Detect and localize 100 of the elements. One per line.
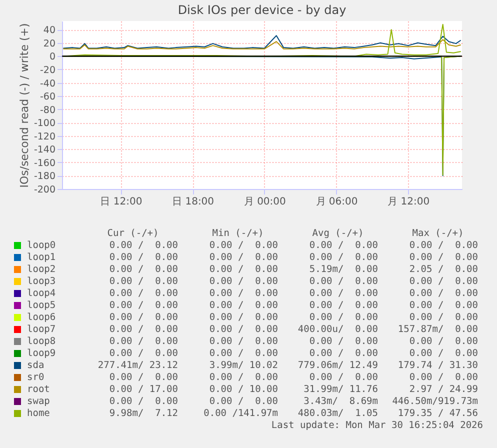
text: 0.00 / 0.00 bbox=[408, 348, 478, 360]
legend-label: loop0 bbox=[27, 240, 57, 252]
text: 5.19m/ 0.00 bbox=[308, 264, 378, 276]
text: 0.00 / 0.00 bbox=[308, 372, 378, 384]
legend-label: loop1 bbox=[27, 252, 57, 264]
text: 0.00 / 0.00 bbox=[208, 276, 278, 288]
text: Max (-/+) bbox=[411, 228, 465, 240]
legend-label: loop5 bbox=[27, 300, 57, 312]
text: 0.00 / 0.00 bbox=[108, 372, 178, 384]
text: 0.00 / 0.00 bbox=[308, 240, 378, 252]
text: 0.00 / 0.00 bbox=[108, 396, 178, 408]
text: 157.87m/ 0.00 bbox=[396, 324, 478, 336]
text: 446.50m/919.73m bbox=[391, 396, 478, 408]
text: 0.00 / 0.00 bbox=[308, 288, 378, 300]
y-tick-label: 0 bbox=[49, 52, 56, 63]
text: 2.05 / 0.00 bbox=[408, 264, 478, 276]
x-tick-label: 日 18:00 bbox=[172, 196, 214, 208]
y-tick-label: -20 bbox=[40, 64, 56, 76]
legend-label: loop3 bbox=[27, 276, 57, 288]
text: 3.43m/ 8.69m bbox=[302, 396, 378, 408]
text: 0.00 / 10.00 bbox=[208, 384, 278, 396]
text: 0.00 / 0.00 bbox=[408, 372, 478, 384]
y-tick-label: -120 bbox=[34, 131, 56, 142]
text: 0.00 / 0.00 bbox=[408, 300, 478, 312]
text: 0.00 / 0.00 bbox=[408, 336, 478, 348]
text: 0.00 / 0.00 bbox=[108, 252, 178, 264]
text: 0.00 / 0.00 bbox=[208, 252, 278, 264]
text: 0.00 / 0.00 bbox=[308, 300, 378, 312]
text: 0.00 / 0.00 bbox=[308, 276, 378, 288]
text: 9.98m/ 7.12 bbox=[108, 408, 178, 420]
x-tick-label: 月 00:00 bbox=[244, 196, 286, 208]
legend-label: sda bbox=[27, 360, 46, 372]
text: 0.00 / 0.00 bbox=[208, 324, 278, 336]
y-axis-title: IOs/second read (-) / write (+) bbox=[18, 23, 31, 188]
text: 0.00 / 0.00 bbox=[408, 276, 478, 288]
legend-label: home bbox=[27, 408, 51, 420]
text: 0.00 / 0.00 bbox=[108, 276, 178, 288]
legend-label: loop9 bbox=[27, 348, 57, 360]
chart-title: Disk IOs per device - by day bbox=[178, 3, 346, 17]
y-tick-label: -100 bbox=[34, 118, 56, 130]
text: 0.00 / 0.00 bbox=[408, 252, 478, 264]
legend-label: sr0 bbox=[27, 372, 46, 384]
text: 0.00 / 0.00 bbox=[208, 336, 278, 348]
text: 0.00 / 0.00 bbox=[208, 312, 278, 324]
text: Avg (-/+) bbox=[311, 228, 365, 240]
legend-label: root bbox=[27, 384, 51, 396]
legend-label: swap bbox=[27, 396, 51, 408]
text: Cur (-/+) bbox=[106, 228, 160, 240]
text: 277.41m/ 23.12 bbox=[96, 360, 178, 372]
text: 0.00 / 0.00 bbox=[108, 348, 178, 360]
y-tick-label: -140 bbox=[34, 144, 56, 156]
text: 779.06m/ 12.49 bbox=[296, 360, 378, 372]
y-tick-label: 40 bbox=[43, 25, 56, 36]
text: 0.00 / 0.00 bbox=[108, 312, 178, 324]
text: 0.00 / 0.00 bbox=[108, 300, 178, 312]
text: 0.00 / 0.00 bbox=[408, 240, 478, 252]
y-tick-label: -40 bbox=[40, 78, 56, 90]
text: Last update: Mon Mar 30 16:25:04 2026 bbox=[270, 420, 483, 432]
text: 0.00 / 0.00 bbox=[208, 372, 278, 384]
text: 31.99m/ 11.76 bbox=[302, 384, 378, 396]
legend-label: loop2 bbox=[27, 264, 57, 276]
x-tick-label: 月 12:00 bbox=[388, 196, 430, 208]
text: 0.00 / 0.00 bbox=[308, 252, 378, 264]
y-tick-label: -60 bbox=[40, 92, 56, 103]
text: 0.00 / 0.00 bbox=[308, 336, 378, 348]
text: 0.00 / 17.00 bbox=[108, 384, 178, 396]
text: 0.00 / 0.00 bbox=[208, 240, 278, 252]
text: 0.00 /141.97m bbox=[202, 408, 278, 420]
y-tick-label: 20 bbox=[43, 38, 56, 50]
y-tick-label: -180 bbox=[34, 171, 56, 182]
text: 2.97 / 24.99 bbox=[408, 384, 478, 396]
x-tick-label: 月 06:00 bbox=[316, 196, 358, 208]
text: 0.00 / 0.00 bbox=[408, 288, 478, 300]
text: 0.00 / 0.00 bbox=[108, 288, 178, 300]
text: 480.03m/ 1.05 bbox=[296, 408, 378, 420]
text: 0.00 / 0.00 bbox=[308, 312, 378, 324]
x-tick-label: 日 12:00 bbox=[100, 196, 142, 208]
text: 0.00 / 0.00 bbox=[208, 300, 278, 312]
y-tick-label: -200 bbox=[34, 184, 56, 196]
legend-label: loop7 bbox=[27, 324, 57, 336]
text: 0.00 / 0.00 bbox=[108, 336, 178, 348]
y-tick-label: -80 bbox=[40, 104, 56, 116]
text: 0.00 / 0.00 bbox=[108, 264, 178, 276]
text: 0.00 / 0.00 bbox=[108, 240, 178, 252]
legend-label: loop8 bbox=[27, 336, 57, 348]
text: 0.00 / 0.00 bbox=[208, 348, 278, 360]
text: 400.00u/ 0.00 bbox=[296, 324, 378, 336]
y-tick-label: -160 bbox=[34, 158, 56, 169]
text: 0.00 / 0.00 bbox=[408, 312, 478, 324]
legend-label: loop6 bbox=[27, 312, 57, 324]
text: 0.00 / 0.00 bbox=[208, 288, 278, 300]
text: 179.74 / 31.30 bbox=[396, 360, 478, 372]
text: 0.00 / 0.00 bbox=[108, 324, 178, 336]
text: 179.35 / 47.56 bbox=[396, 408, 478, 420]
legend-label: loop4 bbox=[27, 288, 57, 300]
text: 0.00 / 0.00 bbox=[208, 264, 278, 276]
text: 0.00 / 0.00 bbox=[308, 348, 378, 360]
text: Min (-/+) bbox=[211, 228, 265, 240]
text: 0.00 / 0.00 bbox=[208, 396, 278, 408]
text: 3.99m/ 10.02 bbox=[208, 360, 278, 372]
